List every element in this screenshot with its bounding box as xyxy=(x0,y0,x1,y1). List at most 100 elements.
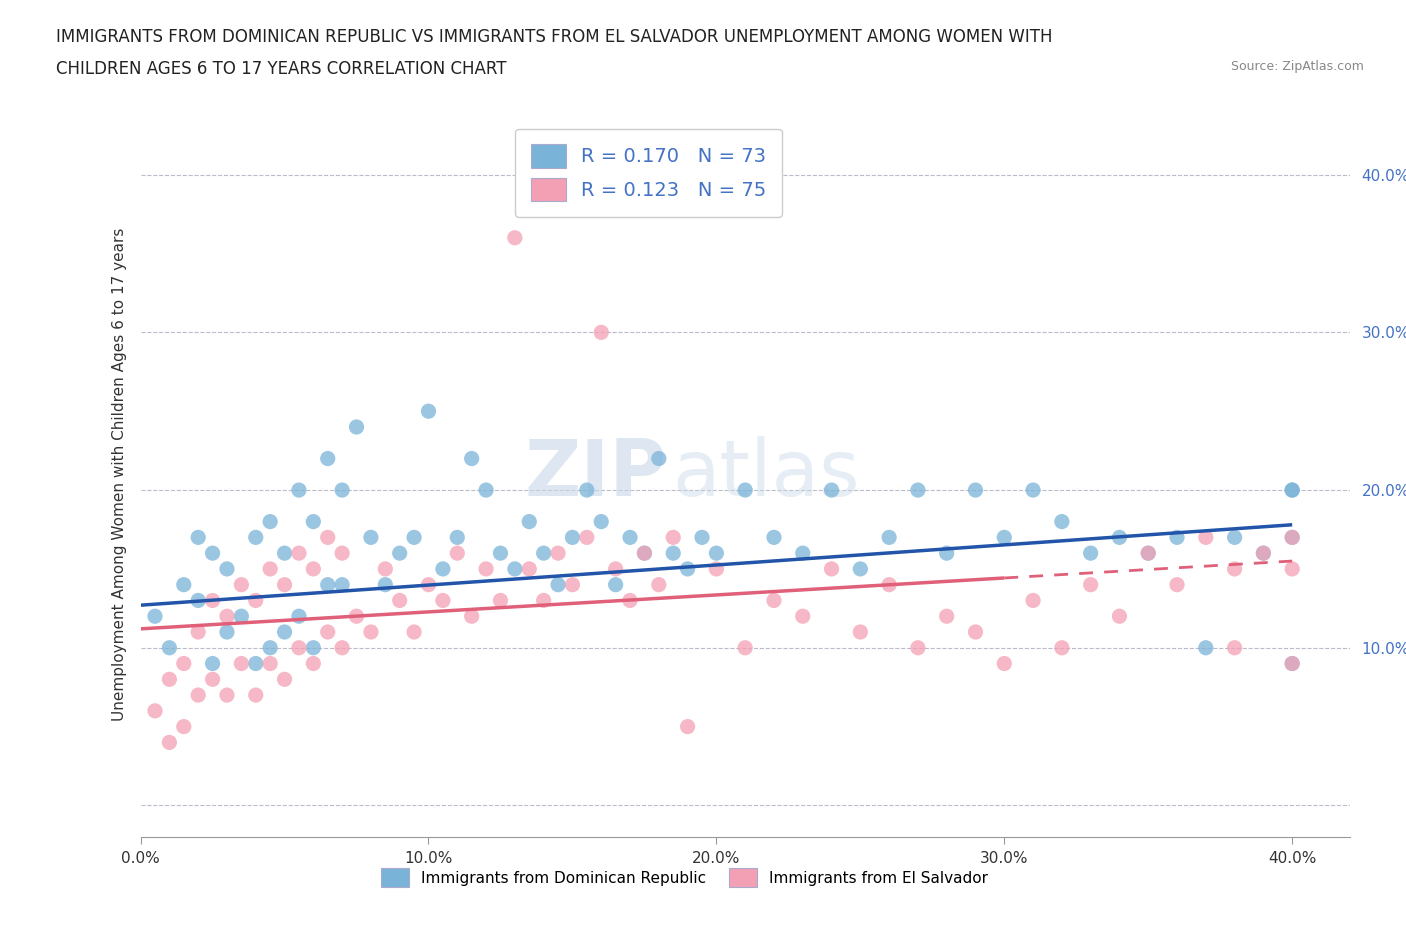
Point xyxy=(475,483,498,498)
Point xyxy=(446,530,468,545)
Point xyxy=(259,656,281,671)
Point xyxy=(561,578,583,592)
Point xyxy=(533,593,555,608)
Point xyxy=(1050,641,1073,656)
Point xyxy=(547,546,569,561)
Point xyxy=(201,593,224,608)
Point xyxy=(690,530,713,545)
Point xyxy=(346,419,368,434)
Point xyxy=(187,687,209,702)
Point xyxy=(418,404,440,418)
Point xyxy=(1137,546,1160,561)
Point xyxy=(330,578,353,592)
Point xyxy=(231,609,253,624)
Point xyxy=(446,546,468,561)
Point xyxy=(1108,530,1130,545)
Point xyxy=(820,562,842,577)
Point xyxy=(820,483,842,498)
Point xyxy=(706,546,728,561)
Point xyxy=(792,546,814,561)
Point xyxy=(633,546,655,561)
Point xyxy=(346,609,368,624)
Point xyxy=(259,562,281,577)
Point xyxy=(201,671,224,686)
Point xyxy=(259,641,281,656)
Point xyxy=(591,514,613,529)
Point xyxy=(404,625,426,640)
Point xyxy=(388,593,411,608)
Point xyxy=(1253,546,1275,561)
Point xyxy=(1166,530,1188,545)
Point xyxy=(460,451,482,466)
Point xyxy=(792,609,814,624)
Text: IMMIGRANTS FROM DOMINICAN REPUBLIC VS IMMIGRANTS FROM EL SALVADOR UNEMPLOYMENT A: IMMIGRANTS FROM DOMINICAN REPUBLIC VS IM… xyxy=(56,28,1053,46)
Point xyxy=(1281,530,1303,545)
Legend: Immigrants from Dominican Republic, Immigrants from El Salvador: Immigrants from Dominican Republic, Immi… xyxy=(374,861,995,895)
Point xyxy=(1253,546,1275,561)
Point xyxy=(965,625,987,640)
Point xyxy=(648,578,671,592)
Point xyxy=(288,483,311,498)
Point xyxy=(575,483,598,498)
Point xyxy=(245,687,267,702)
Point xyxy=(288,546,311,561)
Point xyxy=(201,546,224,561)
Point xyxy=(360,625,382,640)
Point xyxy=(273,578,295,592)
Point xyxy=(1166,578,1188,592)
Point xyxy=(302,656,325,671)
Point xyxy=(907,641,929,656)
Point xyxy=(762,593,785,608)
Point xyxy=(316,451,339,466)
Point xyxy=(993,530,1015,545)
Point xyxy=(1223,562,1246,577)
Point xyxy=(489,593,512,608)
Point xyxy=(215,562,238,577)
Text: ZIP: ZIP xyxy=(524,436,666,512)
Point xyxy=(633,546,655,561)
Point xyxy=(662,530,685,545)
Point xyxy=(1223,641,1246,656)
Point xyxy=(432,593,454,608)
Point xyxy=(1195,530,1218,545)
Point xyxy=(157,641,180,656)
Point xyxy=(245,530,267,545)
Point xyxy=(245,656,267,671)
Point xyxy=(517,562,540,577)
Point xyxy=(849,562,872,577)
Point xyxy=(418,578,440,592)
Point xyxy=(1281,483,1303,498)
Point xyxy=(231,578,253,592)
Point xyxy=(245,593,267,608)
Point xyxy=(302,641,325,656)
Point xyxy=(561,530,583,545)
Point xyxy=(762,530,785,545)
Point xyxy=(935,546,957,561)
Point xyxy=(676,562,699,577)
Point xyxy=(259,514,281,529)
Point xyxy=(388,546,411,561)
Point xyxy=(1281,483,1303,498)
Point xyxy=(360,530,382,545)
Point xyxy=(157,671,180,686)
Point xyxy=(489,546,512,561)
Point xyxy=(503,562,526,577)
Point xyxy=(273,546,295,561)
Point xyxy=(1080,546,1102,561)
Point xyxy=(475,562,498,577)
Point xyxy=(907,483,929,498)
Point xyxy=(173,656,195,671)
Point xyxy=(1080,578,1102,592)
Point xyxy=(877,530,900,545)
Point xyxy=(1108,609,1130,624)
Point xyxy=(605,562,627,577)
Point xyxy=(676,719,699,734)
Point xyxy=(849,625,872,640)
Point xyxy=(965,483,987,498)
Point xyxy=(877,578,900,592)
Point xyxy=(1281,562,1303,577)
Point xyxy=(288,609,311,624)
Point xyxy=(575,530,598,545)
Point xyxy=(201,656,224,671)
Point xyxy=(1022,593,1045,608)
